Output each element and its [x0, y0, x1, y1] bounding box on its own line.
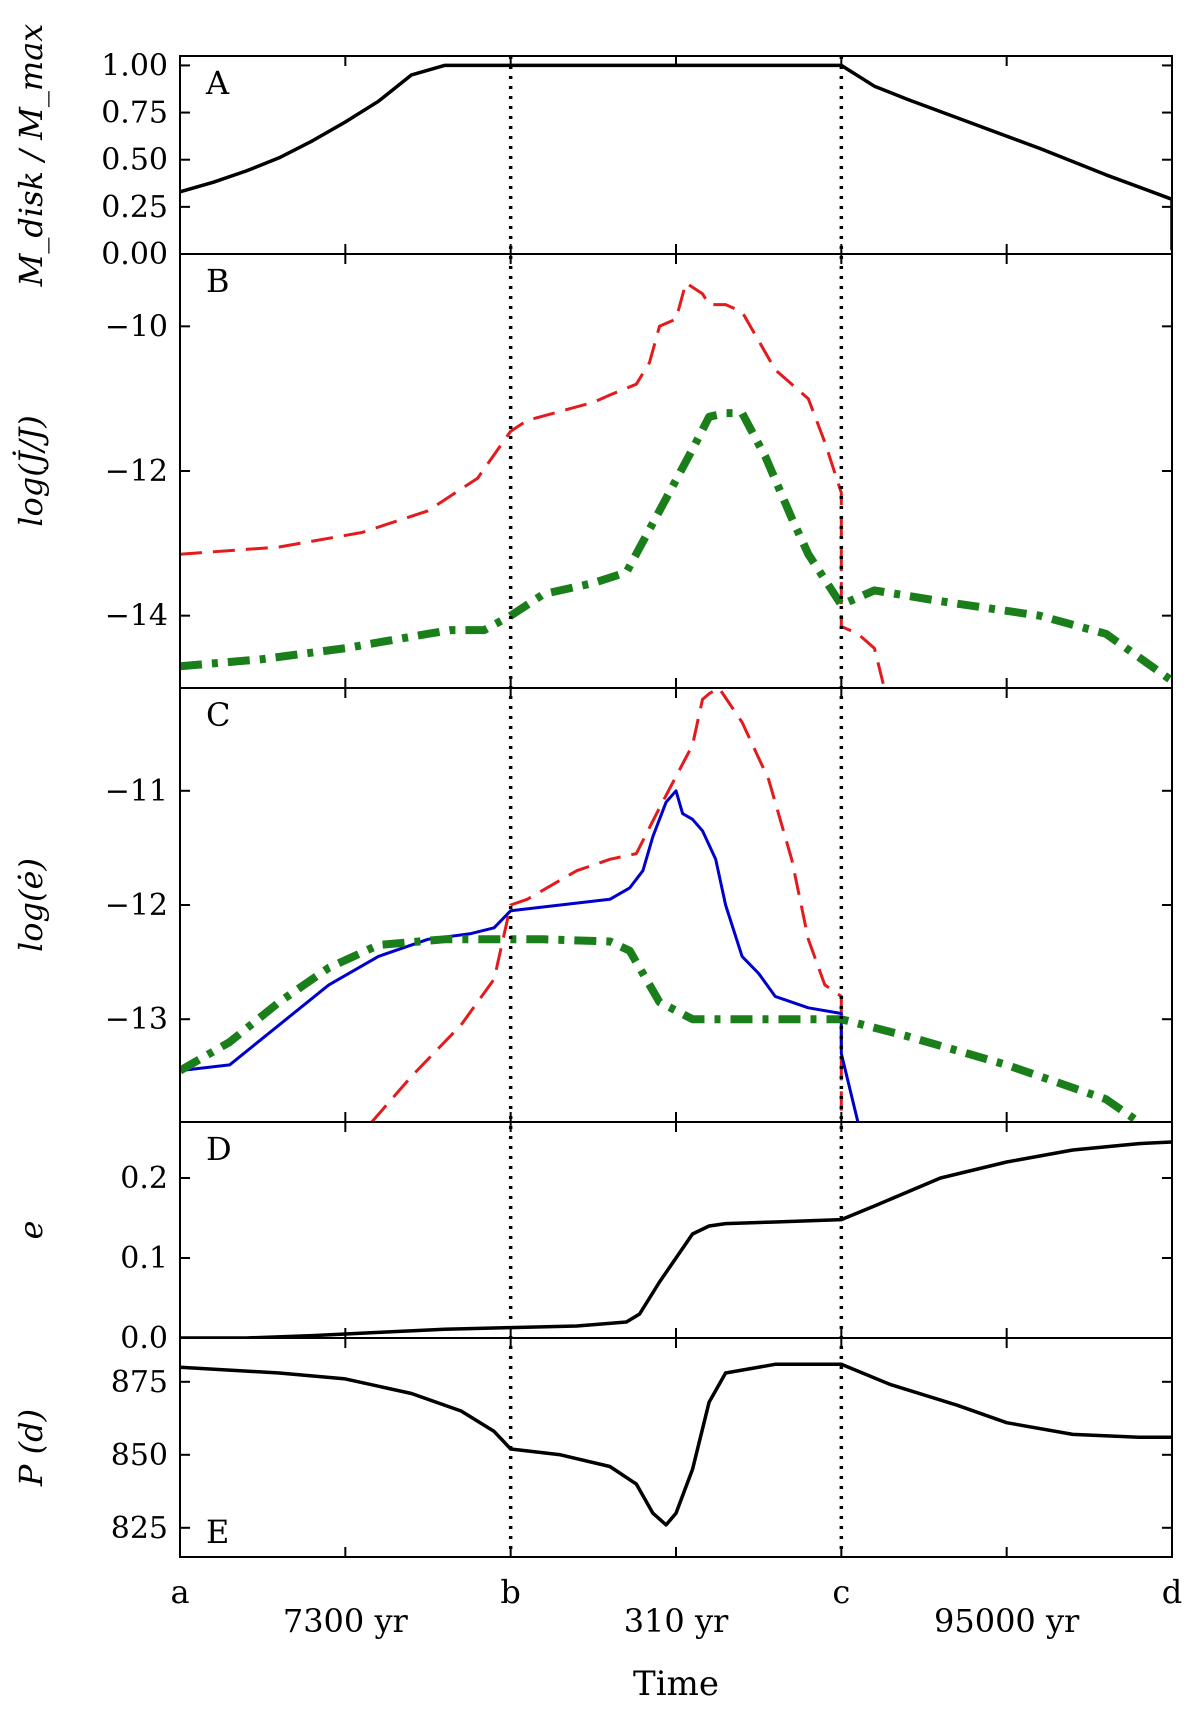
panel-A-ytick-label: 0.00 [101, 237, 168, 272]
panel-D-plot [180, 1140, 1172, 1338]
panel-C-ytick-label: −12 [105, 888, 168, 923]
panel-C-letter: C [206, 696, 230, 734]
panel-C-ytick-label: −11 [105, 774, 168, 809]
x-axis-label: Time [633, 1664, 719, 1704]
segment-label: d [1162, 1573, 1182, 1611]
panel-D-frame [179, 1121, 1173, 1339]
panel-B-ytick-label: −14 [105, 599, 168, 634]
panel-C-series-0-line [370, 688, 843, 1122]
panel-E-ytick-label: 825 [111, 1511, 168, 1546]
axes-layer [179, 55, 1173, 1558]
panel-E-plot [180, 1362, 1172, 1527]
panel-C-series-2-line [180, 935, 1142, 1122]
labels-layer: 0.00 0.25 0.50 0.75 1.00 A M_disk / M_max −14 −1… [12, 24, 1182, 1704]
panel-C-ytick-label: −13 [105, 1002, 168, 1037]
plot-layer [180, 63, 1172, 1527]
panel-E-frame [179, 1337, 1173, 1558]
panel-E-ytick-label: 875 [111, 1365, 168, 1400]
panel-A-ylabel: M_disk / M_max [12, 24, 50, 288]
panel-E-ytick-label: 850 [111, 1438, 168, 1473]
panel-A-plot [180, 63, 1172, 251]
duration-label: 7300 yr [283, 1602, 409, 1640]
panel-B-series-0-line [180, 281, 886, 688]
panel-A-letter: A [205, 64, 230, 102]
panel-D-ytick-label: 0.1 [120, 1241, 168, 1276]
duration-label: 310 yr [624, 1602, 729, 1640]
panel-A-frame [179, 55, 1173, 255]
panel-D-ylabel: e [12, 1221, 50, 1240]
panel-B-letter: B [206, 262, 230, 300]
panel-C-ylabel: log(ė) [12, 858, 50, 952]
segment-label: b [500, 1573, 520, 1611]
panel-A-ytick-label: 0.75 [101, 96, 168, 131]
panel-C-series-1-line [180, 789, 860, 1122]
panel-D-series-0-line [180, 1140, 1172, 1338]
panel-B-frame [179, 253, 1173, 689]
panel-C-frame [179, 687, 1173, 1123]
panel-D-ytick-label: 0.0 [120, 1321, 168, 1356]
panel-B-ylabel: log(J̇/J) [12, 415, 50, 526]
panel-B-plot [180, 281, 1172, 688]
duration-label: 95000 yr [934, 1602, 1080, 1640]
panel-A-ytick-label: 0.50 [101, 143, 168, 178]
panel-E-letter: E [206, 1513, 229, 1551]
panel-E-series-0-line [180, 1362, 1172, 1527]
panel-A-ytick-label: 1.00 [101, 48, 168, 83]
segment-label: c [832, 1573, 850, 1611]
panel-B-ytick-label: −10 [105, 309, 168, 344]
panel-D-ytick-label: 0.2 [120, 1161, 168, 1196]
panel-B-ytick-label: −12 [105, 454, 168, 489]
panel-D-letter: D [206, 1130, 232, 1168]
panel-A-ytick-label: 0.25 [101, 190, 168, 225]
segment-label: a [170, 1573, 189, 1611]
phase-boundaries [508, 56, 844, 1557]
panel-B-series-1-line [180, 409, 1172, 685]
panel-C-plot [180, 688, 1142, 1122]
panel-A-series-0-line [180, 63, 1172, 251]
panel-E-ylabel: P (d) [12, 1409, 50, 1487]
